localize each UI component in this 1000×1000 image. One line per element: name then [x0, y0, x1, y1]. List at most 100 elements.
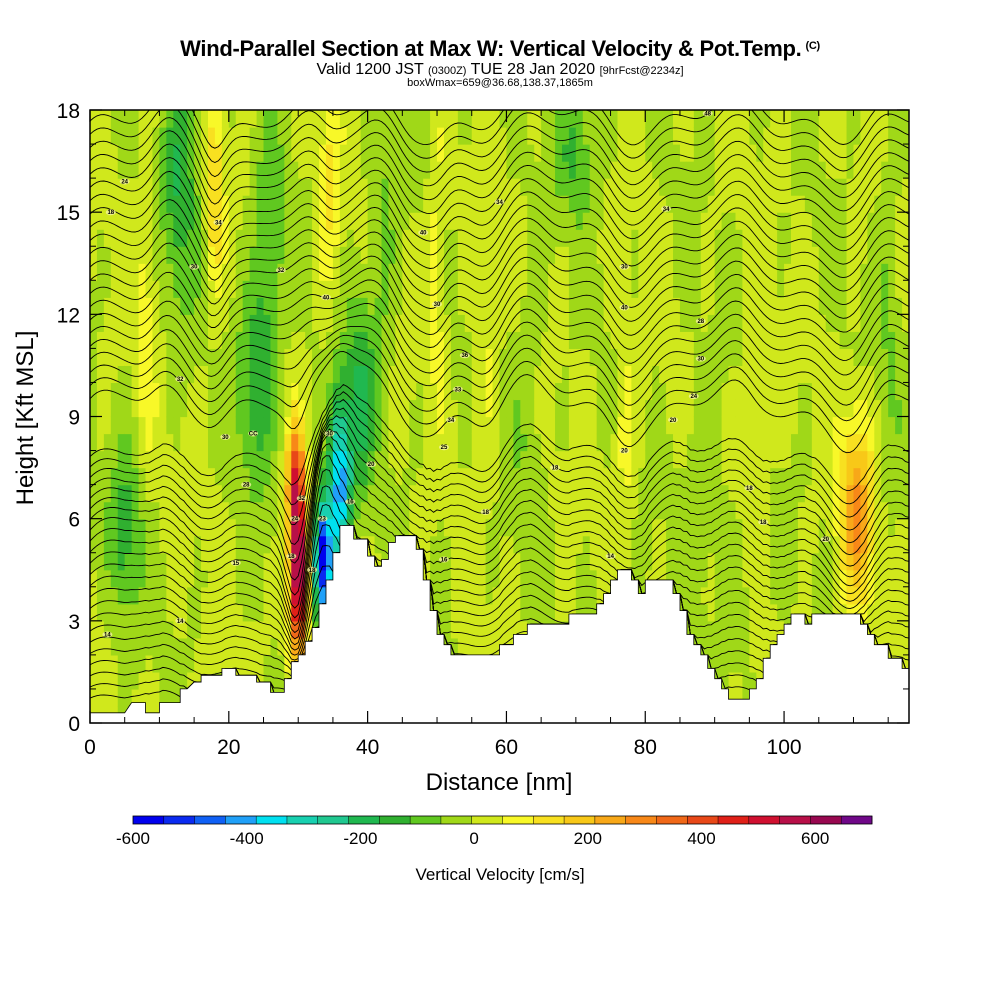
velocity-cell	[839, 433, 848, 452]
velocity-cell	[305, 382, 313, 401]
velocity-cell	[742, 280, 750, 298]
velocity-cell	[110, 161, 119, 179]
velocity-cell	[339, 127, 348, 145]
velocity-cell	[353, 127, 362, 145]
velocity-cell	[367, 297, 376, 315]
velocity-cell	[867, 450, 875, 469]
velocity-cell	[735, 331, 744, 349]
velocity-cell	[96, 348, 105, 367]
velocity-cell	[700, 416, 709, 435]
velocity-cell	[464, 348, 473, 367]
velocity-cell	[291, 212, 299, 230]
velocity-cell	[617, 263, 626, 281]
velocity-cell	[666, 314, 674, 332]
velocity-cell	[659, 195, 667, 213]
velocity-cell	[513, 229, 521, 247]
velocity-cell	[797, 212, 806, 230]
velocity-cell	[749, 416, 757, 435]
velocity-cell	[305, 246, 313, 264]
velocity-cell	[659, 552, 667, 571]
velocity-cell	[492, 144, 501, 162]
velocity-cell	[568, 501, 577, 520]
velocity-cell	[325, 246, 334, 264]
velocity-cell	[159, 569, 167, 588]
velocity-cell	[214, 637, 223, 656]
velocity-cell	[784, 212, 792, 230]
velocity-cell	[784, 178, 792, 196]
velocity-cell	[194, 637, 202, 656]
velocity-cell	[242, 297, 251, 315]
velocity-cell	[714, 178, 723, 196]
velocity-cell	[423, 229, 431, 247]
velocity-cell	[485, 178, 494, 196]
velocity-cell	[228, 178, 237, 196]
velocity-cell	[291, 484, 299, 503]
velocity-cell	[721, 110, 730, 128]
velocity-cell	[201, 314, 209, 332]
velocity-cell	[277, 399, 285, 418]
velocity-cell	[367, 246, 376, 264]
velocity-cell	[207, 348, 216, 367]
velocity-cell	[791, 433, 799, 452]
velocity-cell	[603, 212, 612, 230]
velocity-cell	[207, 433, 216, 452]
velocity-cell	[839, 110, 848, 128]
velocity-cell	[881, 110, 889, 128]
velocity-cell	[659, 212, 667, 230]
velocity-cell	[173, 637, 181, 656]
velocity-cell	[395, 518, 403, 537]
velocity-cell	[686, 535, 695, 554]
velocity-cell	[541, 280, 549, 298]
velocity-cell	[207, 637, 216, 656]
velocity-cell	[770, 552, 778, 571]
velocity-cell	[784, 450, 792, 469]
velocity-cell	[791, 246, 799, 264]
velocity-cell	[430, 314, 438, 332]
velocity-cell	[839, 501, 848, 520]
velocity-cell	[298, 161, 306, 179]
velocity-cell	[443, 416, 452, 435]
velocity-cell	[860, 586, 868, 605]
velocity-cell	[804, 535, 813, 554]
velocity-cell	[187, 348, 195, 367]
velocity-cell	[325, 144, 334, 162]
velocity-cell	[686, 365, 695, 384]
velocity-cell	[270, 637, 278, 656]
velocity-cell	[804, 433, 813, 452]
velocity-cell	[305, 212, 313, 230]
velocity-cell	[534, 110, 542, 128]
velocity-cell	[506, 535, 514, 554]
velocity-cell	[284, 586, 292, 605]
velocity-cell	[763, 280, 771, 298]
velocity-cell	[395, 331, 403, 349]
velocity-cell	[464, 399, 473, 418]
velocity-cell	[96, 110, 105, 128]
velocity-cell	[235, 280, 244, 298]
velocity-cell	[638, 297, 646, 315]
velocity-cell	[700, 246, 709, 264]
velocity-cell	[673, 110, 681, 128]
velocity-cell	[416, 331, 424, 349]
velocity-cell	[437, 144, 445, 162]
velocity-cell	[561, 263, 570, 281]
velocity-cell	[430, 450, 438, 469]
velocity-cell	[846, 586, 855, 605]
velocity-cell	[173, 467, 181, 486]
velocity-cell	[499, 280, 508, 298]
velocity-cell	[492, 450, 501, 469]
velocity-cell	[291, 365, 299, 384]
velocity-cell	[811, 535, 820, 554]
velocity-cell	[784, 552, 792, 571]
theta-contour	[90, 213, 909, 283]
velocity-cell	[714, 127, 723, 145]
velocity-cell	[804, 195, 813, 213]
velocity-cell	[686, 178, 695, 196]
velocity-cell	[214, 246, 223, 264]
velocity-cell	[325, 110, 334, 128]
velocity-cell	[874, 178, 882, 196]
velocity-cell	[867, 178, 875, 196]
velocity-cell	[138, 365, 147, 384]
velocity-cell	[492, 297, 501, 315]
velocity-cell	[117, 620, 126, 639]
velocity-cell	[555, 569, 563, 588]
